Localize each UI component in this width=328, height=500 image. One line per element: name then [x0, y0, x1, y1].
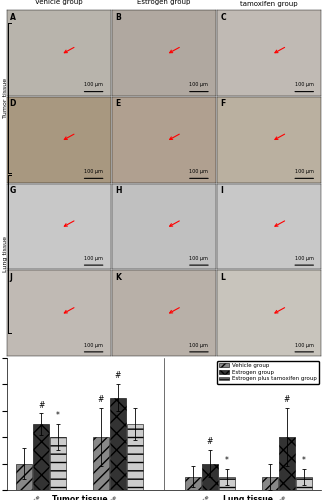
Text: 100 μm: 100 μm: [190, 82, 208, 87]
Bar: [110, 398, 126, 490]
Bar: [279, 437, 295, 490]
Text: 100 μm: 100 μm: [295, 82, 314, 87]
Bar: [202, 464, 218, 490]
Text: *: *: [302, 456, 306, 465]
Text: E: E: [115, 100, 120, 108]
Bar: [127, 424, 143, 490]
Text: F: F: [220, 100, 226, 108]
Text: A: A: [10, 12, 15, 22]
Text: J: J: [10, 273, 12, 282]
Text: K: K: [115, 273, 121, 282]
Text: #: #: [284, 395, 290, 404]
Bar: [93, 437, 109, 490]
Text: C: C: [220, 12, 226, 22]
Text: 100 μm: 100 μm: [190, 256, 208, 261]
Bar: [262, 477, 278, 490]
Bar: [219, 477, 235, 490]
Text: Lung tissue: Lung tissue: [3, 236, 9, 272]
Text: Estrogen group: Estrogen group: [137, 0, 191, 5]
Legend: Vehicle group, Estrogen group, Estrogen plus tamoxifen group: Vehicle group, Estrogen group, Estrogen …: [217, 361, 319, 384]
Bar: [296, 477, 312, 490]
Text: 100 μm: 100 μm: [295, 342, 314, 347]
Text: 100 μm: 100 μm: [84, 169, 103, 174]
Text: *: *: [56, 411, 60, 420]
Text: *: *: [225, 456, 229, 465]
Text: Lung tissue: Lung tissue: [223, 495, 274, 500]
Text: 100 μm: 100 μm: [295, 169, 314, 174]
Text: 100 μm: 100 μm: [84, 342, 103, 347]
Text: tamoxifen group: tamoxifen group: [240, 0, 298, 6]
Text: 100 μm: 100 μm: [295, 256, 314, 261]
Bar: [185, 477, 201, 490]
Text: 100 μm: 100 μm: [84, 82, 103, 87]
Bar: [33, 424, 49, 490]
Text: #: #: [115, 372, 121, 380]
Text: G: G: [10, 186, 16, 195]
Text: #: #: [207, 438, 213, 446]
Bar: [16, 464, 32, 490]
Text: Vehicle group: Vehicle group: [35, 0, 83, 5]
Text: #: #: [98, 395, 104, 404]
Text: Tumor tissue: Tumor tissue: [52, 495, 107, 500]
Text: I: I: [220, 186, 223, 195]
Text: 100 μm: 100 μm: [190, 342, 208, 347]
Text: H: H: [115, 186, 121, 195]
Text: L: L: [220, 273, 225, 282]
Text: Tumor tissue: Tumor tissue: [3, 78, 9, 118]
Bar: [50, 437, 66, 490]
Text: 100 μm: 100 μm: [84, 256, 103, 261]
Text: 100 μm: 100 μm: [190, 169, 208, 174]
Text: D: D: [10, 100, 16, 108]
Text: B: B: [115, 12, 121, 22]
Text: #: #: [38, 400, 44, 409]
